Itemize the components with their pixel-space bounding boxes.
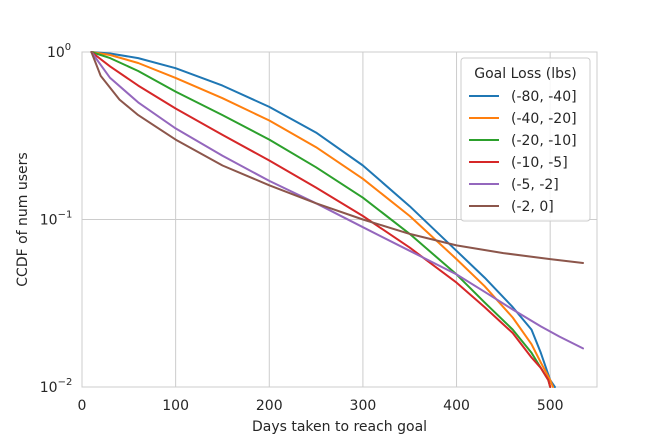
x-tick-label: 0 <box>78 398 87 414</box>
legend-entry: (-80, -40] <box>469 89 577 105</box>
x-tick-label: 100 <box>162 398 189 414</box>
series-line <box>90 51 584 350</box>
legend-entry: (-2, 0] <box>469 199 554 215</box>
x-tick-label: 400 <box>443 398 470 414</box>
series-lines <box>90 51 584 388</box>
legend-label: (-2, 0] <box>511 199 554 215</box>
series-line <box>90 51 552 388</box>
x-tick-label: 300 <box>350 398 377 414</box>
legend-entry: (-40, -20] <box>469 111 577 127</box>
x-axis-label: Days taken to reach goal <box>252 419 427 435</box>
legend-label: (-40, -20] <box>511 111 577 127</box>
y-tick-exponent: −2 <box>58 377 73 388</box>
x-tick-label: 500 <box>537 398 564 414</box>
legend-entry: (-20, -10] <box>469 133 577 149</box>
legend-label: (-20, -10] <box>511 133 577 149</box>
y-tick-label: 10 0 <box>47 42 71 61</box>
legend-entry: (-5, -2] <box>469 177 559 193</box>
series-line <box>90 51 584 264</box>
y-tick-exponent: 0 <box>65 42 71 53</box>
y-tick-base: 10 <box>40 213 58 229</box>
plot-area-frame <box>81 51 598 388</box>
series-line <box>90 51 554 388</box>
legend-label: (-80, -40] <box>511 89 577 105</box>
y-tick-exponent: −1 <box>58 210 73 221</box>
legend-label: (-5, -2] <box>511 177 559 193</box>
legend-box <box>460 57 591 222</box>
legend-items: (-80, -40] (-40, -20] (-20, -10] (-10, -5] (… <box>469 89 577 215</box>
series-line <box>90 51 556 388</box>
y-tick-base: 10 <box>40 380 58 396</box>
legend-title: Goal Loss (lbs) <box>474 66 576 82</box>
series-line <box>90 51 552 388</box>
x-axis-ticks: 0 100 200 300 400 500 <box>78 398 564 414</box>
legend-label: (-10, -5] <box>511 155 568 171</box>
legend: Goal Loss (lbs) (-80, -40] (-40, -20] (-20… <box>460 57 591 222</box>
y-axis-label: CCDF of num users <box>15 152 31 286</box>
legend-entry: (-10, -5] <box>469 155 568 171</box>
y-tick-label: 10 −2 <box>40 377 73 396</box>
x-tick-label: 200 <box>256 398 283 414</box>
y-tick-base: 10 <box>47 45 65 61</box>
y-tick-label: 10 −1 <box>40 210 73 229</box>
